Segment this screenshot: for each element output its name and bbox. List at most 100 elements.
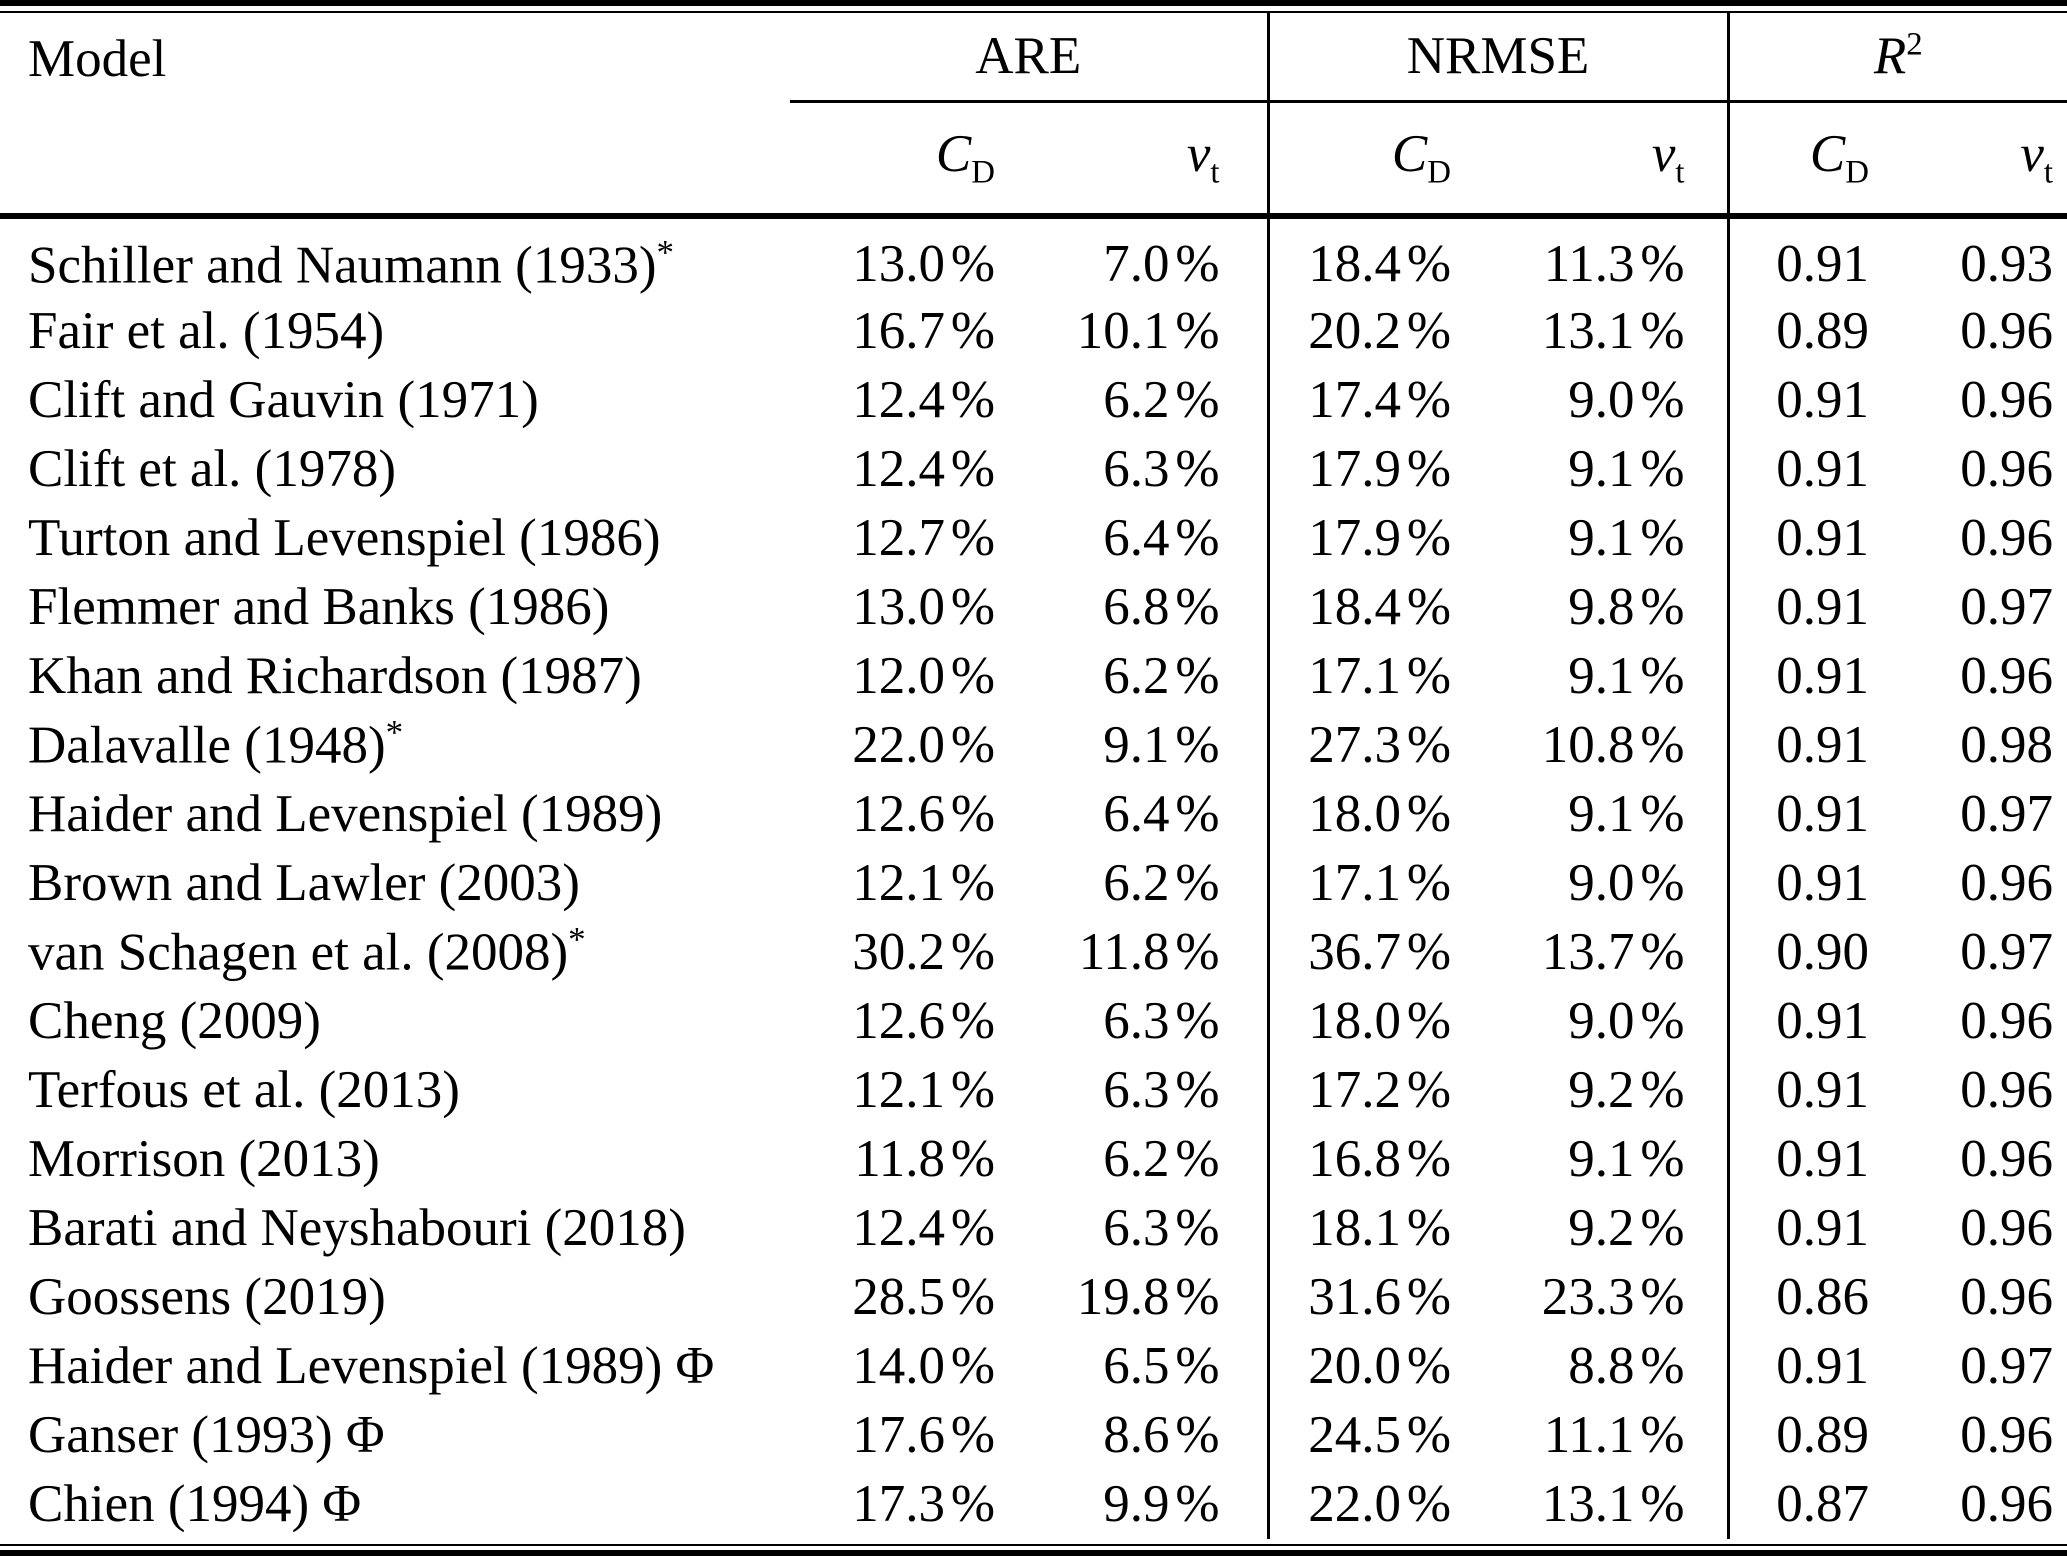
column-group-are: ARE <box>790 13 1268 103</box>
r2-vt-cell: 0.97 <box>1960 577 2054 636</box>
r2-vt-cell: 0.96 <box>1960 508 2054 567</box>
r2-cd-cell: 0.91 <box>1726 503 1879 573</box>
r2-vt-cell: 0.98 <box>1960 715 2054 774</box>
group-label-r-squared: R2 <box>1873 26 1923 85</box>
are-cd-cell: 12.4 % <box>852 439 995 498</box>
are-cd-cell: 17.3 % <box>852 1474 995 1533</box>
r2-cd-cell: 0.87 <box>1726 1469 1879 1539</box>
r2-cd-cell: 0.91 <box>1726 365 1879 435</box>
are-cd-cell: 16.7 % <box>852 301 995 360</box>
bottom-rule-thick <box>0 1550 2067 1556</box>
table-row: Terfous et al. (2013) 12.1 % 6.3 % 17.2 … <box>0 1055 2067 1125</box>
are-vt-cell: 11.8 % <box>1078 922 1220 981</box>
are-cd-cell: 11.8 % <box>854 1129 995 1188</box>
nrmse-cd-cell: 17.1 % <box>1266 641 1460 711</box>
table-row: Morrison (2013) 11.8 % 6.2 % 16.8 % 9.1 … <box>0 1124 2067 1194</box>
are-cd-cell: 12.6 % <box>852 991 995 1050</box>
table-row: van Schagen et al. (2008)* 30.2 % 11.8 %… <box>0 917 2067 987</box>
r2-vt-cell: 0.96 <box>1960 646 2054 705</box>
r2-cd-cell: 0.91 <box>1726 216 1879 297</box>
nrmse-vt-cell: 8.8 % <box>1568 1336 1685 1395</box>
model-cell: Haider and Levenspiel (1989) <box>28 784 663 843</box>
nrmse-cd-cell: 18.0 % <box>1266 779 1460 849</box>
are-cd-cell: 14.0 % <box>852 1336 995 1395</box>
nrmse-vt-cell: 9.1 % <box>1568 508 1685 567</box>
model-cell: Schiller and Naumann (1933)* <box>28 233 674 295</box>
nrmse-vt-cell: 9.0 % <box>1568 991 1685 1050</box>
table-row: Fair et al. (1954) 16.7 % 10.1 % 20.2 % … <box>0 296 2067 366</box>
r2-cd-cell: 0.91 <box>1726 1124 1879 1194</box>
are-vt-cell: 6.3 % <box>1103 991 1220 1050</box>
subheader-row: CD vt CD vt CD vt <box>0 101 2067 219</box>
are-vt-cell: 6.3 % <box>1103 439 1220 498</box>
model-cell: Terfous et al. (2013) <box>28 1060 460 1119</box>
r2-cd-cell: 0.91 <box>1726 572 1879 642</box>
model-cell: Fair et al. (1954) <box>28 301 385 360</box>
table-row: Khan and Richardson (1987) 12.0 % 6.2 % … <box>0 641 2067 711</box>
nrmse-cd-cell: 16.8 % <box>1266 1124 1460 1194</box>
nrmse-vt-cell: 9.8 % <box>1568 577 1685 636</box>
are-vt-cell: 9.9 % <box>1103 1474 1220 1533</box>
table-row: Ganser (1993) Φ 17.6 % 8.6 % 24.5 % 11.1… <box>0 1400 2067 1470</box>
table-row: Turton and Levenspiel (1986) 12.7 % 6.4 … <box>0 503 2067 573</box>
nrmse-vt-cell: 9.0 % <box>1568 370 1685 429</box>
r2-cd-cell: 0.91 <box>1726 1193 1879 1263</box>
model-cell: Haider and Levenspiel (1989) Φ <box>28 1336 715 1395</box>
r2-cd-cell: 0.91 <box>1726 986 1879 1056</box>
are-vt-cell: 6.2 % <box>1103 370 1220 429</box>
nrmse-vt-cell: 9.2 % <box>1568 1060 1685 1119</box>
table-row: Brown and Lawler (2003) 12.1 % 6.2 % 17.… <box>0 848 2067 918</box>
are-cd-cell: 12.1 % <box>852 853 995 912</box>
column-header-are-vt: vt <box>1000 101 1268 219</box>
model-metrics-table: Model ARE NRMSE R2 CD vt CD vt CD vt <box>0 13 2067 1539</box>
are-vt-cell: 7.0 % <box>1103 235 1220 294</box>
r2-cd-cell: 0.91 <box>1726 641 1879 711</box>
model-cell: Clift et al. (1978) <box>28 439 396 498</box>
table-row: Barati and Neyshabouri (2018) 12.4 % 6.3… <box>0 1193 2067 1263</box>
reference-marker: * <box>568 920 586 960</box>
are-vt-cell: 6.3 % <box>1103 1060 1220 1119</box>
nrmse-cd-cell: 17.9 % <box>1266 503 1460 573</box>
column-header-nrmse-cd: CD <box>1266 101 1460 219</box>
model-cell: Dalavalle (1948)* <box>28 713 404 775</box>
r2-vt-cell: 0.96 <box>1960 1474 2054 1533</box>
r2-vt-cell: 0.97 <box>1960 784 2054 843</box>
table-row: Haider and Levenspiel (1989) Φ 14.0 % 6.… <box>0 1331 2067 1401</box>
table-row: Goossens (2019) 28.5 % 19.8 % 31.6 % 23.… <box>0 1262 2067 1332</box>
nrmse-vt-cell: 9.2 % <box>1568 1198 1685 1257</box>
nrmse-cd-cell: 20.2 % <box>1266 296 1460 366</box>
are-vt-cell: 6.2 % <box>1103 853 1220 912</box>
r2-vt-cell: 0.96 <box>1960 1405 2054 1464</box>
table-row: Schiller and Naumann (1933)* 13.0 % 7.0 … <box>0 216 2067 297</box>
are-cd-cell: 30.2 % <box>852 922 995 981</box>
r2-cd-cell: 0.91 <box>1726 434 1879 504</box>
nrmse-vt-cell: 9.1 % <box>1568 784 1685 843</box>
group-label-are: ARE <box>975 26 1082 85</box>
nrmse-cd-cell: 20.0 % <box>1266 1331 1460 1401</box>
reference-marker: * <box>385 713 404 753</box>
model-cell: Khan and Richardson (1987) <box>28 646 642 705</box>
r2-cd-cell: 0.91 <box>1726 710 1879 780</box>
are-cd-cell: 12.0 % <box>852 646 995 705</box>
table-row: Dalavalle (1948)* 22.0 % 9.1 % 27.3 % 10… <box>0 710 2067 780</box>
r2-vt-cell: 0.96 <box>1960 991 2054 1050</box>
nrmse-vt-cell: 9.0 % <box>1568 853 1685 912</box>
are-cd-cell: 22.0 % <box>852 715 995 774</box>
nrmse-vt-cell: 11.3 % <box>1543 235 1685 294</box>
nrmse-cd-cell: 27.3 % <box>1266 710 1460 780</box>
nrmse-cd-cell: 18.4 % <box>1266 572 1460 642</box>
r2-cd-cell: 0.91 <box>1726 1331 1879 1401</box>
nrmse-vt-cell: 9.1 % <box>1568 1129 1685 1188</box>
are-vt-cell: 6.8 % <box>1103 577 1220 636</box>
are-cd-cell: 28.5 % <box>852 1267 995 1326</box>
model-cell: Barati and Neyshabouri (2018) <box>28 1198 686 1257</box>
model-cell: Clift and Gauvin (1971) <box>28 370 539 429</box>
r2-vt-cell: 0.96 <box>1960 439 2054 498</box>
are-vt-cell: 19.8 % <box>1076 1267 1220 1326</box>
nrmse-cd-cell: 17.9 % <box>1266 434 1460 504</box>
r2-cd-cell: 0.89 <box>1726 1400 1879 1470</box>
table-body: Schiller and Naumann (1933)* 13.0 % 7.0 … <box>0 216 2067 1539</box>
are-vt-cell: 6.5 % <box>1103 1336 1220 1395</box>
nrmse-vt-cell: 13.7 % <box>1541 922 1685 981</box>
r2-vt-cell: 0.96 <box>1960 301 2054 360</box>
